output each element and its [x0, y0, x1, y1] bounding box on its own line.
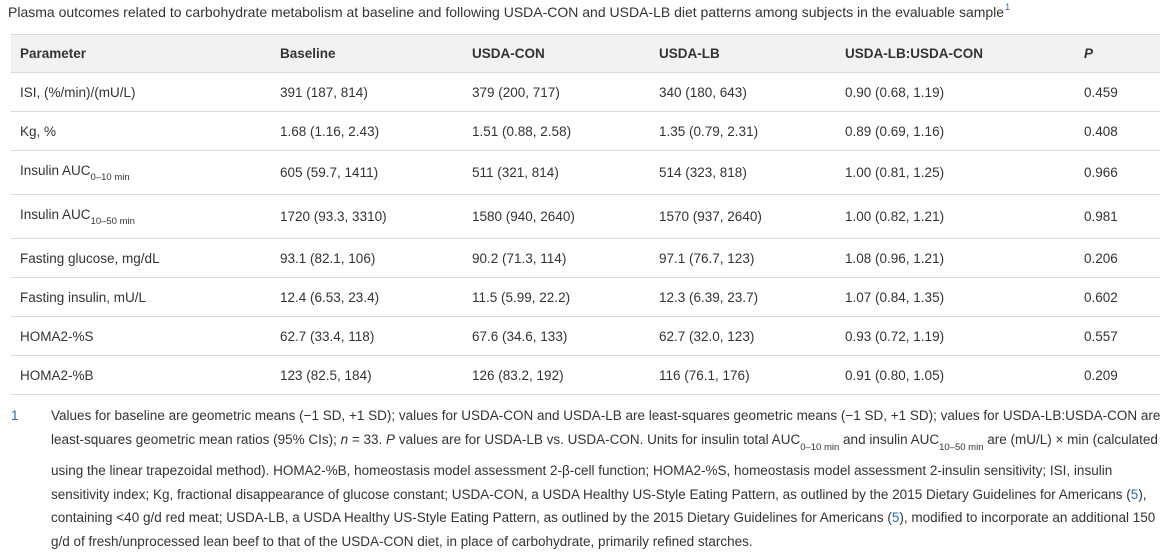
caption-footnote-marker[interactable]: 1	[1005, 2, 1011, 12]
table-row: ISI, (%/min)/(mU/L) 391 (187, 814) 379 (…	[11, 72, 1160, 112]
parameter-subscript: 0–10 min	[90, 171, 130, 183]
cell-baseline: 93.1 (82.1, 106)	[271, 238, 463, 278]
header-p-value: P	[1075, 34, 1160, 73]
header-usda-lb: USDA-LB	[650, 34, 836, 73]
cell-baseline: 1720 (93.3, 3310)	[271, 194, 463, 239]
cell-usda-con: 90.2 (71.3, 114)	[463, 238, 650, 278]
cell-p-value: 0.206	[1075, 238, 1160, 278]
cell-parameter: HOMA2-%S	[11, 316, 271, 356]
cell-ratio: 0.93 (0.72, 1.19)	[836, 316, 1075, 356]
cell-parameter: ISI, (%/min)/(mU/L)	[11, 72, 271, 112]
cell-p-value: 0.408	[1075, 111, 1160, 151]
cell-usda-lb: 97.1 (76.7, 123)	[650, 238, 836, 278]
table-row: Insulin AUC10–50 min 1720 (93.3, 3310) 1…	[11, 194, 1160, 239]
header-ratio: USDA-LB:USDA-CON	[836, 34, 1075, 73]
table-footnote: 1 Values for baseline are geometric mean…	[11, 404, 1161, 553]
cell-baseline: 391 (187, 814)	[271, 72, 463, 112]
cell-p-value: 0.602	[1075, 277, 1160, 317]
cell-usda-con: 67.6 (34.6, 133)	[463, 316, 650, 356]
cell-usda-con: 11.5 (5.99, 22.2)	[463, 277, 650, 317]
cell-baseline: 123 (82.5, 184)	[271, 355, 463, 395]
table-header-row: Parameter Baseline USDA-CON USDA-LB USDA…	[11, 34, 1160, 73]
table-row: Fasting insulin, mU/L 12.4 (6.53, 23.4) …	[11, 277, 1160, 317]
cell-usda-lb: 12.3 (6.39, 23.7)	[650, 277, 836, 317]
footnote-text: Values for baseline are geometric means …	[51, 408, 1161, 549]
cell-usda-lb: 514 (323, 818)	[650, 150, 836, 195]
reference-link[interactable]: 5	[1130, 486, 1139, 502]
cell-baseline: 62.7 (33.4, 118)	[271, 316, 463, 356]
header-parameter: Parameter	[11, 34, 271, 73]
table-row: HOMA2-%B 123 (82.5, 184) 126 (83.2, 192)…	[11, 355, 1160, 395]
cell-p-value: 0.209	[1075, 355, 1160, 395]
cell-baseline: 1.68 (1.16, 2.43)	[271, 111, 463, 151]
cell-usda-con: 1.51 (0.88, 2.58)	[463, 111, 650, 151]
cell-usda-lb: 1570 (937, 2640)	[650, 194, 836, 239]
cell-p-value: 0.459	[1075, 72, 1160, 112]
cell-p-value: 0.966	[1075, 150, 1160, 195]
cell-ratio: 0.90 (0.68, 1.19)	[836, 72, 1075, 112]
cell-usda-lb: 1.35 (0.79, 2.31)	[650, 111, 836, 151]
header-baseline: Baseline	[271, 34, 463, 73]
auc-subscript-a: 0–10 min	[800, 441, 840, 453]
cell-parameter: Insulin AUC0–10 min	[11, 150, 271, 195]
reference-link[interactable]: 5	[891, 510, 900, 525]
cell-ratio: 1.08 (0.96, 1.21)	[836, 238, 1075, 278]
cell-baseline: 12.4 (6.53, 23.4)	[271, 277, 463, 317]
table-row: Kg, % 1.68 (1.16, 2.43) 1.51 (0.88, 2.58…	[11, 111, 1160, 151]
cell-p-value: 0.557	[1075, 316, 1160, 356]
cell-usda-lb: 62.7 (32.0, 123)	[650, 316, 836, 356]
table-row: HOMA2-%S 62.7 (33.4, 118) 67.6 (34.6, 13…	[11, 316, 1160, 356]
cell-usda-lb: 340 (180, 643)	[650, 72, 836, 112]
cell-ratio: 1.07 (0.84, 1.35)	[836, 277, 1075, 317]
cell-ratio: 1.00 (0.81, 1.25)	[836, 150, 1075, 195]
cell-parameter: Fasting insulin, mU/L	[11, 277, 271, 317]
cell-usda-lb: 116 (76.1, 176)	[650, 355, 836, 395]
auc-subscript-b: 10–50 min	[939, 441, 984, 453]
table-row: Fasting glucose, mg/dL 93.1 (82.1, 106) …	[11, 238, 1160, 278]
cell-ratio: 0.91 (0.80, 1.05)	[836, 355, 1075, 395]
cell-ratio: 1.00 (0.82, 1.21)	[836, 194, 1075, 239]
cell-p-value: 0.981	[1075, 194, 1160, 239]
results-table: Parameter Baseline USDA-CON USDA-LB USDA…	[11, 34, 1160, 395]
cell-parameter: Kg, %	[11, 111, 271, 151]
cell-parameter: Fasting glucose, mg/dL	[11, 238, 271, 278]
cell-usda-con: 126 (83.2, 192)	[463, 355, 650, 395]
table-caption: Plasma outcomes related to carbohydrate …	[8, 2, 1010, 20]
caption-text: Plasma outcomes related to carbohydrate …	[8, 4, 1005, 20]
cell-parameter: HOMA2-%B	[11, 355, 271, 395]
cell-baseline: 605 (59.7, 1411)	[271, 150, 463, 195]
p-label: P	[386, 431, 396, 447]
parameter-subscript: 10–50 min	[90, 215, 135, 227]
cell-usda-con: 511 (321, 814)	[463, 150, 650, 195]
footnote-number[interactable]: 1	[11, 408, 19, 423]
cell-usda-con: 1580 (940, 2640)	[463, 194, 650, 239]
table-row: Insulin AUC0–10 min 605 (59.7, 1411) 511…	[11, 150, 1160, 195]
cell-ratio: 0.89 (0.69, 1.16)	[836, 111, 1075, 151]
header-usda-con: USDA-CON	[463, 34, 650, 73]
cell-parameter: Insulin AUC10–50 min	[11, 194, 271, 239]
cell-usda-con: 379 (200, 717)	[463, 72, 650, 112]
n-label: n	[340, 431, 349, 447]
